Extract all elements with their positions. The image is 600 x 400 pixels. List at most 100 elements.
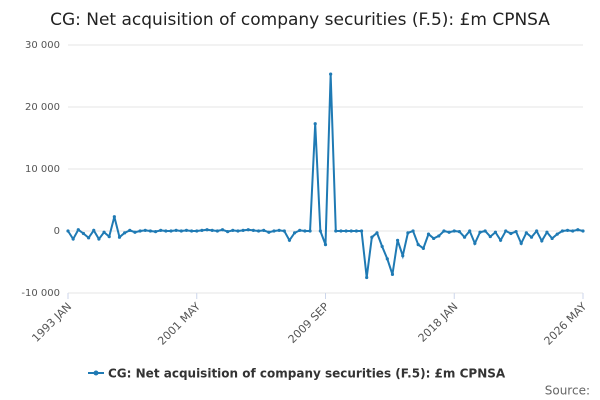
point: [535, 229, 539, 233]
point: [184, 228, 189, 232]
point: [571, 229, 575, 233]
y-tick-label: -10 000: [21, 288, 60, 299]
point: [138, 229, 142, 233]
legend-marker: [93, 370, 99, 376]
point: [437, 234, 441, 238]
point: [514, 230, 518, 234]
point: [287, 238, 292, 242]
point: [339, 229, 343, 233]
point: [71, 237, 75, 241]
point: [478, 230, 482, 234]
point: [241, 228, 245, 232]
point: [401, 254, 405, 258]
series-line: [67, 74, 584, 278]
point: [164, 229, 168, 233]
point: [493, 230, 498, 234]
point: [112, 215, 116, 219]
point: [236, 229, 240, 233]
point: [143, 228, 147, 232]
point: [123, 231, 127, 235]
point: [329, 72, 333, 76]
point: [504, 229, 508, 233]
point: [298, 228, 302, 232]
point: [169, 229, 173, 233]
point: [550, 236, 554, 241]
y-tick-label: 0: [54, 226, 60, 237]
point: [215, 229, 219, 233]
point: [195, 229, 199, 233]
point: [396, 238, 400, 242]
point: [359, 229, 364, 233]
y-tick-label: 20 000: [25, 102, 60, 113]
point: [159, 228, 163, 232]
point: [380, 244, 384, 249]
point: [334, 229, 338, 233]
point: [519, 241, 523, 245]
point: [555, 232, 559, 236]
point: [385, 257, 389, 261]
point: [205, 228, 209, 232]
point: [447, 230, 451, 234]
point: [442, 229, 446, 233]
point: [488, 234, 492, 239]
point: [210, 228, 214, 232]
point: [375, 231, 379, 235]
x-tick-label: 2018 JAN: [416, 300, 461, 345]
point: [293, 231, 297, 235]
point: [251, 228, 255, 232]
point: [365, 275, 369, 280]
point: [421, 246, 425, 250]
x-tick-label: 1993 JAN: [29, 300, 74, 345]
point: [66, 229, 70, 233]
point: [303, 229, 307, 233]
point: [457, 230, 461, 234]
point: [282, 229, 286, 233]
point: [426, 232, 431, 236]
point: [468, 229, 472, 233]
x-tick-label: 2009 SEP: [286, 300, 332, 346]
point: [220, 228, 225, 232]
point: [545, 230, 549, 234]
point: [349, 229, 353, 233]
point: [576, 228, 580, 232]
point: [174, 228, 178, 232]
y-tick-label: 10 000: [25, 164, 60, 175]
point: [411, 229, 415, 233]
point: [370, 235, 374, 239]
point: [432, 236, 436, 241]
source: Source:: [545, 384, 590, 398]
point: [462, 235, 467, 239]
legend-label: CG: Net acquisition of company securitie…: [108, 367, 506, 381]
point: [97, 237, 101, 241]
point: [200, 228, 204, 232]
point: [499, 238, 503, 242]
point: [262, 228, 266, 232]
point: [76, 228, 80, 232]
point: [256, 229, 261, 233]
point: [117, 235, 122, 239]
point: [529, 235, 534, 239]
point: [81, 231, 86, 236]
point: [179, 229, 183, 233]
point: [509, 231, 513, 236]
point: [272, 229, 276, 233]
point: [87, 236, 91, 240]
point: [344, 229, 348, 233]
point: [133, 230, 137, 234]
chart-title: CG: Net acquisition of company securitie…: [50, 10, 550, 30]
point: [524, 231, 528, 235]
point: [406, 231, 410, 235]
point: [540, 239, 544, 243]
point: [102, 230, 106, 234]
y-tick-label: 30 000: [25, 40, 60, 51]
point: [277, 228, 281, 232]
point: [323, 243, 328, 247]
point: [354, 229, 358, 233]
point: [581, 229, 585, 233]
point: [308, 229, 312, 233]
point: [416, 243, 420, 247]
point: [560, 229, 565, 233]
point: [148, 229, 152, 233]
x-tick-label: 2026 MAY: [542, 300, 590, 348]
